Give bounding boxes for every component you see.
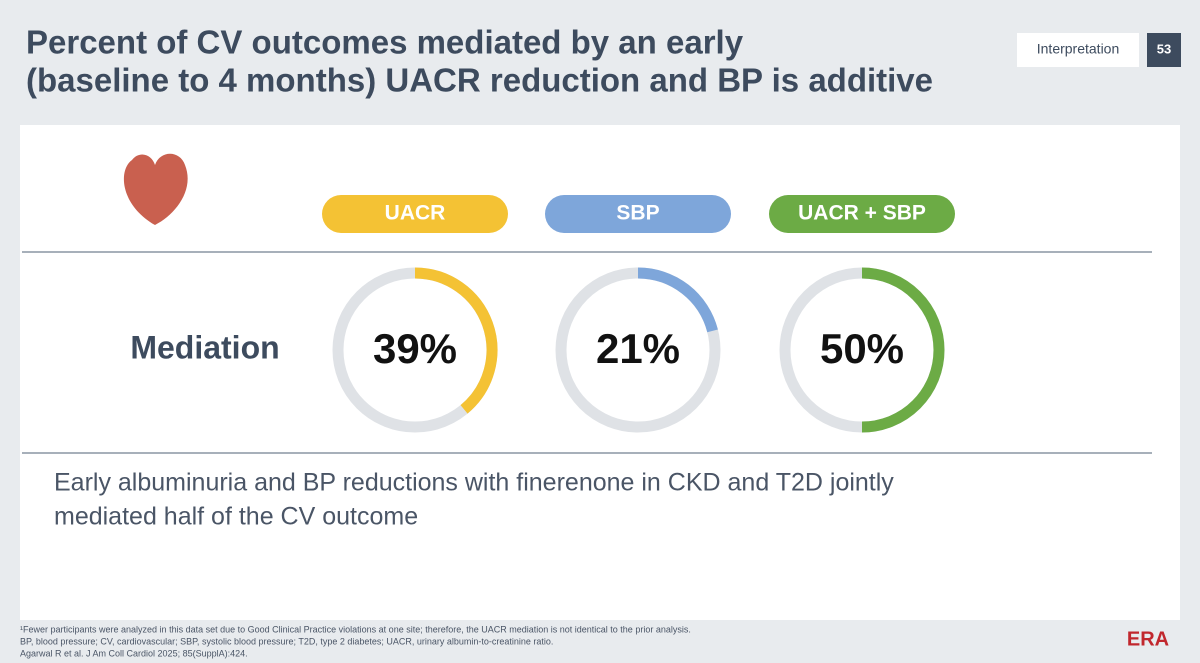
title-line: (baseline to 4 months) UACR reduction an… [26,62,933,99]
tag-box [1017,33,1139,67]
gauge-arc [414,267,498,414]
pill-label: SBP [616,202,659,225]
title-line: Percent of CV outcomes mediated by an ea… [26,24,744,61]
pill [769,195,955,233]
value-label: 39% [373,325,457,372]
value-label: 50% [820,325,904,372]
conclusion-line: Early albuminuria and BP reductions with… [54,469,894,497]
footnote: Agarwal R et al. J Am Coll Cardiol 2025;… [20,648,248,658]
gauge-arc [861,267,945,433]
value-label: 21% [596,325,680,372]
page-box [1147,33,1181,67]
pill [545,195,731,233]
conclusion-line: mediated half of the CV outcome [54,503,418,531]
page-number: 53 [1157,41,1171,56]
pill [322,195,508,233]
row-label: Mediation [130,329,279,365]
pill-label: UACR + SBP [798,202,926,225]
tag: Interpretation [1037,41,1120,57]
heart-icon [123,153,188,225]
logo: ERA [1127,628,1169,650]
gauge-arc [637,267,718,333]
footnote: BP, blood pressure; CV, cardiovascular; … [20,636,553,646]
footnote: ¹Fewer participants were analyzed in thi… [20,624,691,634]
pill-label: UACR [385,202,446,225]
